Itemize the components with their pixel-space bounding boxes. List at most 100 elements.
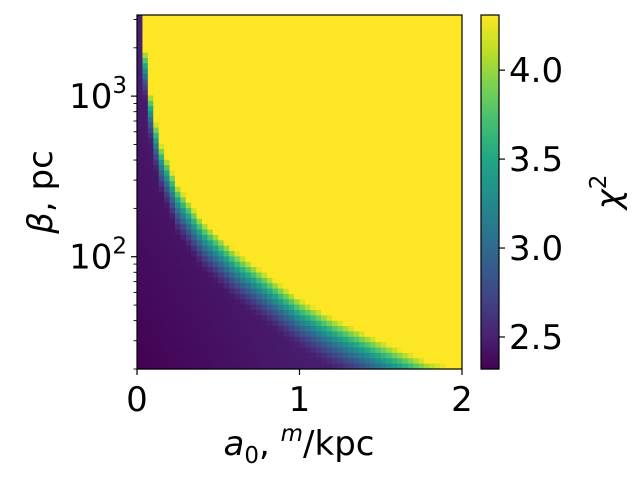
heatmap-cell <box>245 283 252 290</box>
heatmap-cell <box>267 320 274 327</box>
heatmap-cell <box>202 326 209 333</box>
heatmap-cell <box>418 288 425 295</box>
heatmap-cell <box>451 304 458 311</box>
heatmap-cell <box>418 299 425 306</box>
heatmap-cell <box>391 315 398 322</box>
heatmap-cell <box>326 74 333 80</box>
heatmap-cell <box>218 95 225 102</box>
heatmap-cell <box>174 283 181 290</box>
heatmap-cell <box>375 52 382 59</box>
heatmap-cell <box>353 79 360 86</box>
heatmap-cell <box>451 208 458 215</box>
heatmap-cell <box>310 143 317 150</box>
heatmap-cell <box>294 202 301 209</box>
heatmap-cell <box>207 251 214 257</box>
heatmap-cell <box>304 36 311 43</box>
heatmap-cell <box>164 256 171 263</box>
heatmap-cell <box>402 170 409 177</box>
heatmap-cell <box>456 143 463 150</box>
heatmap-cell <box>397 41 404 48</box>
heatmap-cell <box>261 68 268 75</box>
heatmap-cell <box>158 143 165 150</box>
heatmap-cell <box>386 20 393 27</box>
heatmap-cell <box>348 181 355 188</box>
heatmap-cell <box>147 74 154 80</box>
heatmap-cell <box>342 197 349 204</box>
heatmap-cell <box>223 68 230 75</box>
heatmap-cell <box>424 111 431 118</box>
heatmap-cell <box>429 57 436 64</box>
heatmap-cell <box>386 90 393 97</box>
heatmap-cell <box>288 283 295 290</box>
heatmap-cell <box>342 310 349 316</box>
heatmap-cell <box>261 41 268 48</box>
heatmap-cell <box>137 106 144 113</box>
heatmap-cell <box>364 68 371 75</box>
heatmap-cell <box>202 352 209 359</box>
heatmap-cell <box>380 304 387 311</box>
heatmap-cell <box>191 100 198 107</box>
heatmap-cell <box>451 36 458 43</box>
heatmap-cell <box>267 20 274 27</box>
heatmap-cell <box>380 133 387 139</box>
heatmap-cell <box>250 90 257 97</box>
heatmap-cell <box>239 267 246 274</box>
heatmap-cell <box>391 299 398 306</box>
heatmap-cell <box>218 165 225 172</box>
heatmap-cell <box>158 208 165 215</box>
heatmap-cell <box>277 208 284 215</box>
heatmap-cell <box>310 352 317 359</box>
heatmap-cell <box>375 251 382 257</box>
heatmap-cell <box>304 127 311 134</box>
heatmap-cell <box>277 320 284 327</box>
heatmap-cell <box>359 208 366 215</box>
heatmap-cell <box>299 84 306 91</box>
heatmap-cell <box>348 52 355 59</box>
heatmap-cell <box>185 138 192 145</box>
heatmap-cell <box>321 63 328 70</box>
heatmap-cell <box>413 68 420 75</box>
heatmap-cell <box>196 331 203 338</box>
heatmap-cell <box>321 154 328 161</box>
heatmap-cell <box>337 31 344 38</box>
heatmap-cell <box>456 197 463 204</box>
heatmap-cell <box>147 116 154 123</box>
heatmap-cell <box>332 122 339 129</box>
heatmap-cell <box>196 90 203 97</box>
heatmap-cell <box>429 74 436 80</box>
heatmap-cell <box>337 283 344 290</box>
heatmap-cell <box>158 315 165 322</box>
heatmap-cell <box>169 272 176 279</box>
heatmap-cell <box>250 331 257 338</box>
heatmap-cell <box>261 15 268 21</box>
heatmap-cell <box>294 186 301 193</box>
heatmap-cell <box>342 251 349 257</box>
heatmap-cell <box>407 299 414 306</box>
heatmap-cell <box>332 358 339 365</box>
colorbar-segment <box>481 135 499 140</box>
heatmap-cell <box>142 122 149 129</box>
heatmap-cell <box>364 229 371 236</box>
heatmap-cell <box>310 358 317 365</box>
heatmap-cell <box>397 251 404 257</box>
heatmap-cell <box>380 240 387 247</box>
heatmap-cell <box>158 116 165 123</box>
heatmap-cell <box>294 15 301 21</box>
heatmap-cell <box>375 299 382 306</box>
heatmap-cell <box>277 138 284 145</box>
heatmap-cell <box>223 138 230 145</box>
heatmap-cell <box>332 79 339 86</box>
heatmap-cell <box>456 74 463 80</box>
heatmap-cell <box>342 267 349 274</box>
heatmap-cell <box>245 310 252 316</box>
heatmap-cell <box>321 165 328 172</box>
heatmap-cell <box>397 240 404 247</box>
colorbar-segment <box>481 79 499 84</box>
heatmap-cell <box>272 79 279 86</box>
heatmap-cell <box>440 159 447 166</box>
heatmap-cell <box>380 95 387 102</box>
heatmap-cell <box>250 100 257 107</box>
heatmap-cell <box>429 208 436 215</box>
heatmap-cell <box>294 100 301 107</box>
heatmap-cell <box>310 213 317 220</box>
